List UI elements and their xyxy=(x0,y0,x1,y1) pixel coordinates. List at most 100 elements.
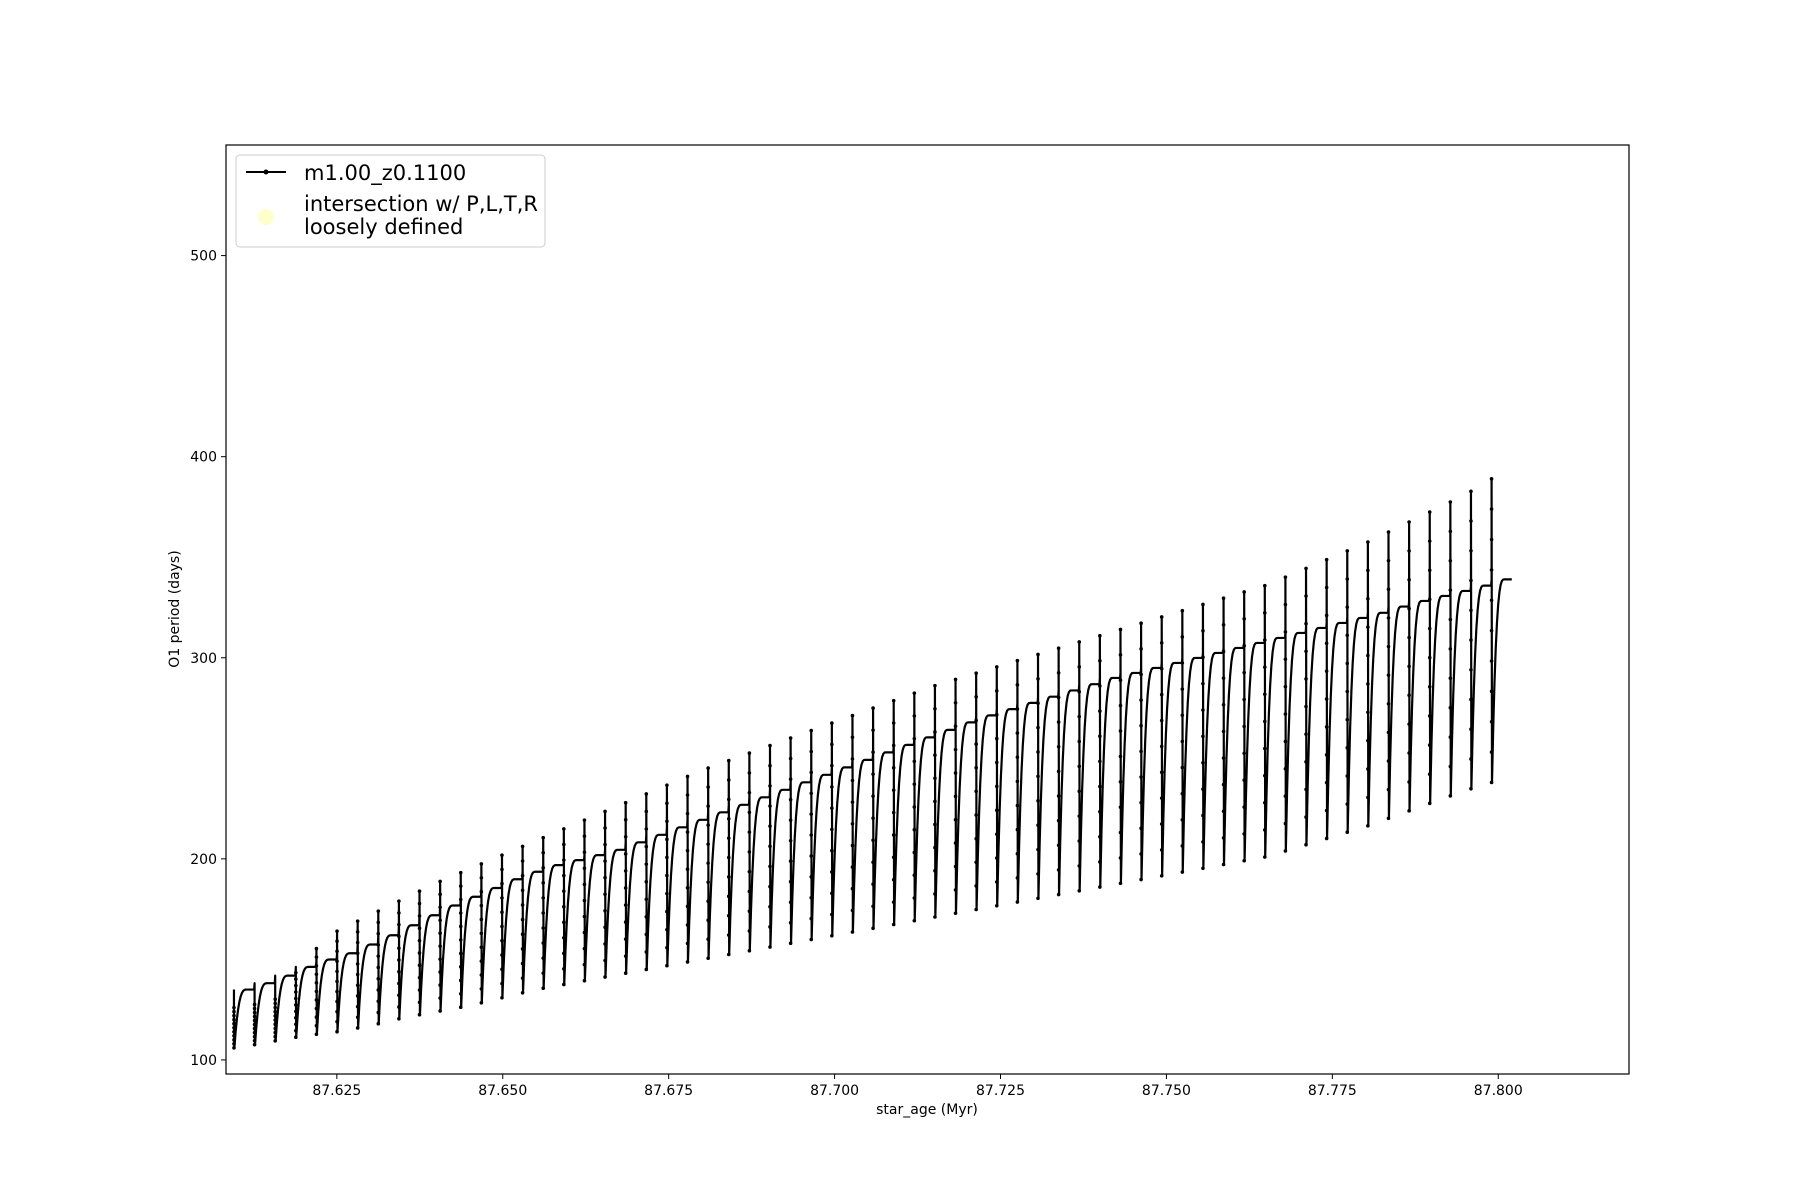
series-point xyxy=(912,759,917,764)
series-point xyxy=(252,1038,257,1043)
series-point xyxy=(1427,714,1432,718)
series-point xyxy=(768,925,772,929)
series-point xyxy=(871,882,875,887)
series-point xyxy=(871,838,875,842)
series-point xyxy=(891,810,896,815)
series-point xyxy=(520,947,525,951)
series-point xyxy=(294,977,298,981)
series-point xyxy=(747,830,752,834)
series-point xyxy=(1489,659,1494,663)
series-point xyxy=(768,804,772,808)
series-point xyxy=(685,904,690,909)
series-point xyxy=(376,931,381,936)
series-point xyxy=(665,945,669,950)
series-point xyxy=(1386,701,1391,706)
series-point xyxy=(1448,705,1453,710)
series-point xyxy=(458,897,463,902)
series-point xyxy=(252,1010,257,1015)
series-point xyxy=(1242,778,1246,782)
series-point xyxy=(788,879,793,884)
series-point xyxy=(891,765,896,770)
x-tick-label: 87.725 xyxy=(976,1083,1025,1099)
series-point xyxy=(891,900,896,904)
series-point xyxy=(1098,860,1102,864)
series-point xyxy=(1324,557,1329,562)
series-point xyxy=(871,860,875,865)
series-point xyxy=(252,1026,257,1031)
series-point xyxy=(1098,734,1102,739)
series-point xyxy=(1304,649,1308,654)
series-point xyxy=(417,951,422,955)
series-point xyxy=(562,842,566,847)
series-point xyxy=(1221,596,1226,601)
series-point xyxy=(665,837,669,842)
series-point xyxy=(458,965,463,969)
series-layer xyxy=(232,477,1512,1050)
series-point xyxy=(1283,657,1288,662)
series-point xyxy=(830,827,834,832)
series-point xyxy=(355,972,360,977)
series-point xyxy=(397,1016,401,1021)
series-point xyxy=(706,766,710,770)
series-point xyxy=(562,889,566,893)
series-point xyxy=(582,882,587,887)
series-point xyxy=(1366,824,1370,828)
series-point xyxy=(458,938,463,942)
series-point xyxy=(1077,689,1082,694)
series-point xyxy=(891,721,896,725)
series-point xyxy=(1036,750,1040,754)
series-point xyxy=(458,951,463,956)
series-point xyxy=(768,844,772,849)
series-point xyxy=(891,788,896,792)
series-point xyxy=(479,889,484,894)
series-point xyxy=(1283,575,1288,579)
series-point xyxy=(994,808,999,813)
series-point xyxy=(706,842,710,846)
series-point xyxy=(644,827,649,831)
series-point xyxy=(1077,888,1082,893)
series-point xyxy=(314,1015,319,1019)
series-point xyxy=(994,712,999,717)
series-point xyxy=(809,812,814,816)
series-point xyxy=(1448,558,1453,563)
series-point xyxy=(479,987,484,991)
series-point xyxy=(1407,549,1411,553)
series-point xyxy=(665,819,669,824)
series-point xyxy=(520,976,525,980)
series-point xyxy=(953,771,958,775)
x-tick-label: 87.775 xyxy=(1308,1083,1357,1099)
series-point xyxy=(1077,839,1082,843)
series-point xyxy=(1098,759,1102,764)
series-point xyxy=(1201,602,1205,607)
series-point xyxy=(1427,801,1432,806)
series-point xyxy=(809,937,814,942)
series-point xyxy=(1242,590,1246,594)
series-point xyxy=(706,956,710,961)
series-point xyxy=(1386,673,1391,677)
series-point xyxy=(438,1009,442,1013)
series-point xyxy=(273,1039,277,1043)
series-point xyxy=(623,903,628,907)
series-point xyxy=(1427,772,1432,776)
series-point xyxy=(1036,823,1040,827)
series-point xyxy=(1386,816,1391,821)
series-point xyxy=(1056,892,1061,897)
x-axis-label: star_age (Myr) xyxy=(876,1102,978,1118)
series-point xyxy=(850,843,855,848)
series-point xyxy=(726,913,731,918)
series-point xyxy=(252,1002,257,1007)
series-point xyxy=(438,905,442,910)
series-point xyxy=(830,891,834,896)
legend-label-intersection-line2: loosely defined xyxy=(304,215,463,239)
series-point xyxy=(294,1022,298,1027)
series-point xyxy=(1180,739,1185,744)
series-point xyxy=(1159,796,1164,800)
series-point xyxy=(397,899,401,903)
series-point xyxy=(1056,868,1061,872)
series-point xyxy=(294,996,298,1001)
series-point xyxy=(1159,822,1164,826)
series-point xyxy=(623,869,628,873)
x-tick-label: 87.625 xyxy=(312,1083,361,1099)
series-point xyxy=(1221,676,1226,680)
series-point xyxy=(1139,749,1143,754)
